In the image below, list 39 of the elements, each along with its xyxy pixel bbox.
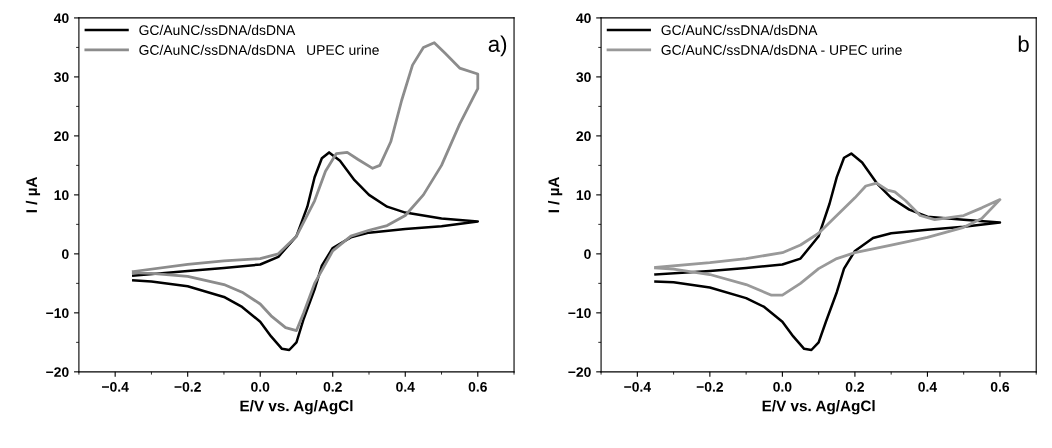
y-tick-label: 10 — [54, 190, 69, 201]
y-tick-label: 20 — [54, 131, 69, 142]
legend-label: GC/AuNC/ssDNA/dsDNA UPEC urine — [139, 44, 379, 55]
x-tick-label: −0.4 — [624, 381, 651, 392]
y-tick-label: −20 — [568, 367, 591, 378]
x-tick-label: −0.4 — [102, 381, 129, 392]
x-tick-label: 0.0 — [773, 381, 792, 392]
x-tick-label: 0.4 — [396, 381, 415, 392]
x-tick-label: 0.2 — [845, 381, 865, 392]
line-series — [131, 41, 480, 332]
y-tick-label: −10 — [568, 308, 591, 319]
y-tick-label: 20 — [576, 131, 591, 142]
line-series — [654, 152, 1002, 352]
y-tick-label: 30 — [576, 72, 591, 83]
y-axis-title: I / µA — [25, 176, 41, 213]
y-tick-label: 0 — [584, 249, 591, 260]
y-tick-label: 40 — [53, 13, 69, 24]
y-tick-label: −10 — [46, 308, 69, 319]
x-tick-label: −0.2 — [696, 381, 724, 392]
annotation: b — [1018, 35, 1029, 52]
x-tick-label: 0.6 — [468, 381, 487, 392]
x-tick-label: 0.0 — [251, 381, 270, 392]
legend-label: GC/AuNC/ssDNA/dsDNA — [661, 24, 818, 36]
x-tick-label: 0.2 — [323, 381, 342, 392]
x-tick-label: 0.6 — [990, 381, 1010, 392]
x-axis-title: E/V vs. Ag/AgCl — [762, 400, 875, 415]
y-axis-title: I / µA — [547, 176, 563, 213]
y-tick-label: 10 — [576, 190, 591, 201]
x-tick-label: −0.2 — [174, 381, 201, 392]
y-tick-label: 40 — [576, 13, 591, 24]
x-axis-title: E/V vs. Ag/AgCl — [240, 400, 353, 415]
y-tick-label: −20 — [46, 367, 69, 378]
legend-label: GC/AuNC/ssDNA/dsDNA - UPEC urine — [661, 44, 902, 55]
legend-label: GC/AuNC/ssDNA/dsDNA — [139, 24, 296, 36]
y-tick-label: 30 — [54, 72, 69, 83]
line-series — [654, 181, 1002, 297]
y-tick-label: 0 — [62, 249, 69, 260]
annotation: a) — [488, 35, 507, 57]
x-tick-label: 0.4 — [918, 381, 938, 392]
